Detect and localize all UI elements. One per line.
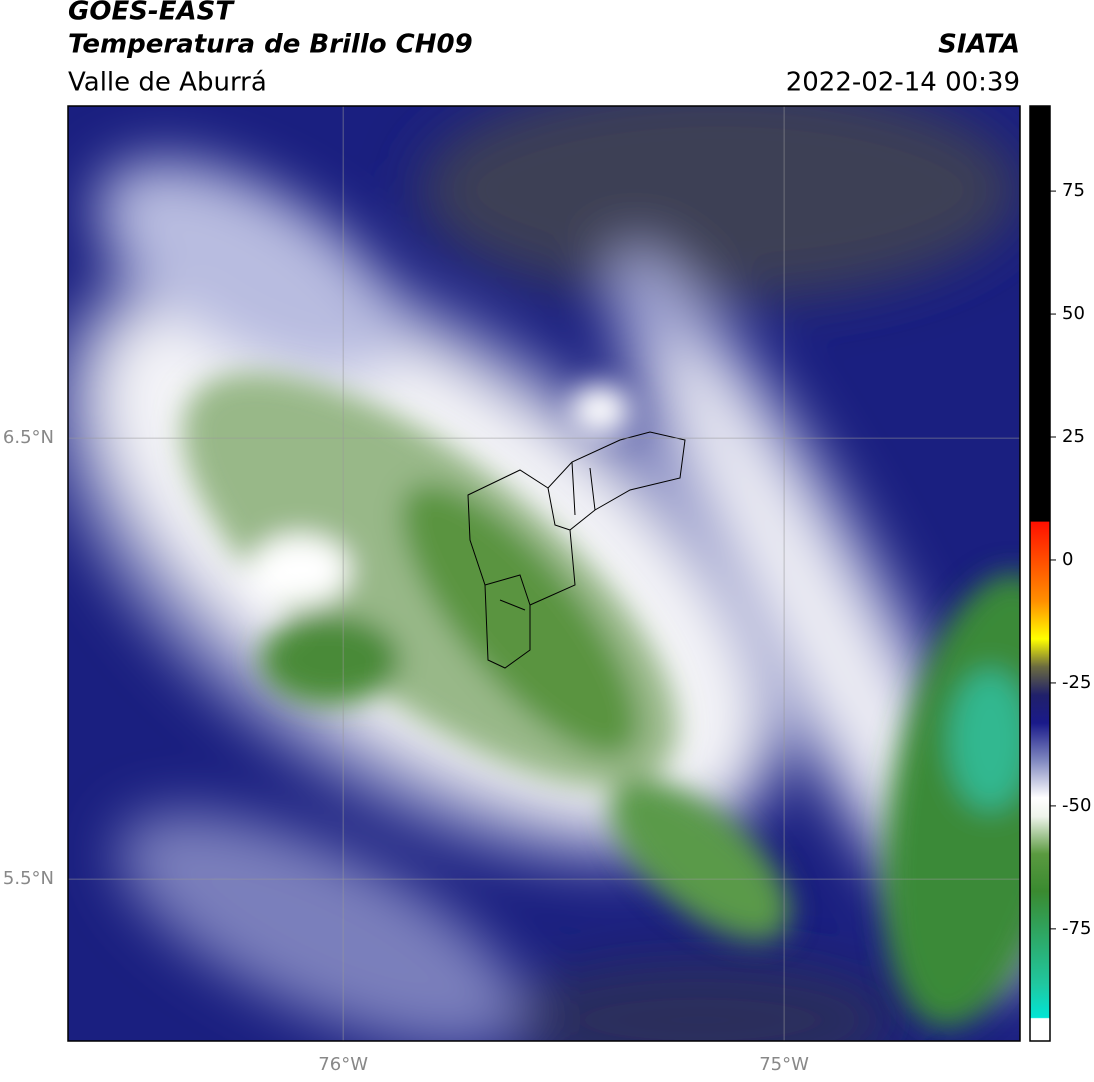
map-frame — [67, 105, 1021, 1042]
y-tick-label: 5.5°N — [3, 868, 54, 889]
satellite-image — [68, 106, 1020, 1041]
colorbar-tick-label: 25 — [1062, 426, 1085, 447]
colorbar-tick-label: 50 — [1062, 303, 1085, 324]
colorbar — [1029, 105, 1051, 1042]
y-tick-label: 6.5°N — [3, 427, 54, 448]
title: GOES-EAST — [68, 0, 235, 27]
graticule — [68, 106, 1020, 1041]
subtitle: Temperatura de Brillo CH09 — [68, 30, 473, 60]
x-tick-label: 75°W — [759, 1054, 809, 1075]
colorbar-tick-label: -50 — [1062, 795, 1091, 816]
colorbar-tick-label: 75 — [1062, 180, 1085, 201]
timestamp: 2022-02-14 00:39 — [786, 68, 1020, 98]
region: Valle de Aburrá — [68, 68, 267, 98]
colorbar-tick-label: 0 — [1062, 549, 1073, 570]
source: SIATA — [938, 30, 1020, 60]
x-tick-label: 76°W — [318, 1054, 368, 1075]
colorbar-tick-label: -75 — [1062, 918, 1091, 939]
colorbar-tick-label: -25 — [1062, 672, 1091, 693]
